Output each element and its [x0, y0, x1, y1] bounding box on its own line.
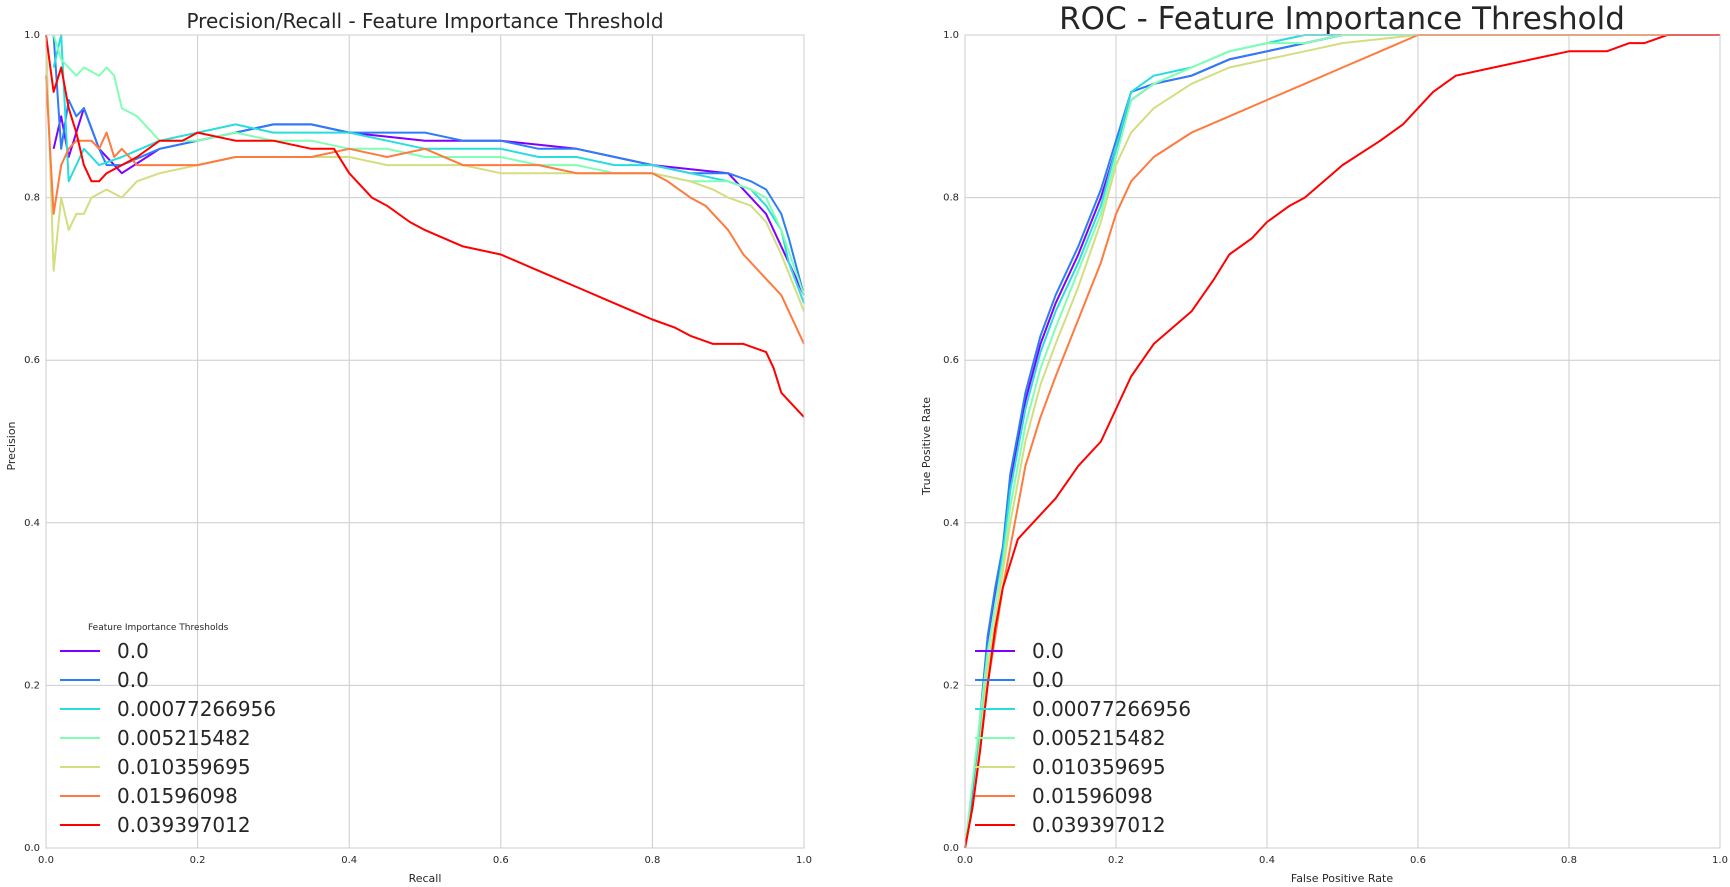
- roc-y-tick-label: 0.8: [943, 193, 959, 204]
- roc-legend-label-5: 0.01596098: [1032, 784, 1153, 808]
- pr-legend: Feature Importance Thresholds 0.0 0.0 0.00…: [60, 623, 276, 837]
- pr-y-tick-label: 0.2: [24, 680, 40, 691]
- pr-x-tick-label: 0.4: [341, 855, 357, 866]
- pr-legend-label-2: 0.00077266956: [117, 697, 276, 721]
- roc-x-tick-label: 0.6: [1410, 855, 1426, 866]
- pr-legend-label-1: 0.0: [117, 668, 149, 692]
- roc-series-line-4: [964, 34, 1720, 849]
- roc-series-line-3: [964, 34, 1720, 849]
- pr-x-tick-label: 0.0: [38, 855, 54, 866]
- roc-x-tick-label: 0.4: [1259, 855, 1275, 866]
- roc-x-tick-label: 0.0: [957, 855, 973, 866]
- roc-x-tick-label: 0.2: [1108, 855, 1124, 866]
- pr-x-tick-label: 0.8: [644, 855, 660, 866]
- pr-y-tick-label: 0.0: [24, 843, 40, 854]
- roc-x-axis-label: False Positive Rate: [1291, 872, 1393, 885]
- pr-legend-label-6: 0.039397012: [117, 813, 251, 837]
- roc-legend-label-2: 0.00077266956: [1032, 697, 1191, 721]
- pr-x-axis-label: Recall: [409, 872, 442, 885]
- pr-legend-label-5: 0.01596098: [117, 784, 238, 808]
- pr-series-line-4: [45, 34, 805, 312]
- pr-y-tick-label: 0.8: [24, 193, 40, 204]
- roc-legend-label-3: 0.005215482: [1032, 726, 1166, 750]
- roc-y-tick-label: 1.0: [943, 30, 959, 41]
- roc-y-tick-label: 0.4: [943, 518, 959, 529]
- pr-x-tick-label: 0.6: [493, 855, 509, 866]
- roc-series-line-1: [964, 34, 1720, 849]
- roc-legend-label-1: 0.0: [1032, 668, 1064, 692]
- pr-tick-labels: 0.0 0.2 0.4 0.6 0.8 1.0 0.0 0.2 0.4 0.6 0.8 1.0: [24, 30, 812, 866]
- pr-series-line-6: [45, 34, 805, 418]
- roc-y-tick-label: 0.2: [943, 680, 959, 691]
- pr-y-tick-label: 0.6: [24, 355, 40, 366]
- roc-y-axis-label: True Positive Rate: [920, 397, 933, 496]
- roc-tick-labels: 0.0 0.2 0.4 0.6 0.8 1.0 0.0 0.2 0.4 0.6 0.8 1.0: [943, 30, 1728, 866]
- pr-legend-label-4: 0.010359695: [117, 755, 251, 779]
- pr-series-line-1: [52, 34, 805, 296]
- roc-legend: 0.0 0.0 0.00077266956 0.005215482 0.01035969…: [975, 639, 1191, 837]
- roc-y-tick-label: 0.6: [943, 355, 959, 366]
- pr-plot-frame: [45, 34, 805, 849]
- pr-series-lines: [45, 34, 805, 418]
- pr-legend-label-0: 0.0: [117, 639, 149, 663]
- pr-legend-title: Feature Importance Thresholds: [88, 623, 229, 633]
- roc-legend-label-0: 0.0: [1032, 639, 1064, 663]
- roc-series-lines: [964, 34, 1720, 849]
- pr-legend-label-3: 0.005215482: [117, 726, 251, 750]
- pr-y-tick-label: 0.4: [24, 518, 40, 529]
- pr-title: Precision/Recall - Feature Importance Th…: [186, 9, 663, 33]
- pr-series-line-5: [45, 75, 805, 345]
- roc-plot-frame: [964, 34, 1721, 849]
- precision-recall-panel: Precision/Recall - Feature Importance Th…: [5, 9, 812, 885]
- pr-x-tick-label: 1.0: [796, 855, 812, 866]
- pr-series-line-0: [52, 107, 805, 296]
- roc-panel: ROC - Feature Importance Threshold 0.0 0.…: [920, 1, 1728, 885]
- roc-y-tick-label: 0.0: [943, 843, 959, 854]
- roc-legend-label-6: 0.039397012: [1032, 813, 1166, 837]
- roc-x-tick-label: 0.8: [1561, 855, 1577, 866]
- roc-title: ROC - Feature Importance Threshold: [1059, 1, 1625, 37]
- roc-x-tick-label: 1.0: [1712, 855, 1728, 866]
- roc-series-line-5: [964, 34, 1720, 849]
- roc-legend-label-4: 0.010359695: [1032, 755, 1166, 779]
- pr-y-axis-label: Precision: [5, 421, 18, 470]
- pr-x-tick-label: 0.2: [190, 855, 206, 866]
- roc-series-line-6: [964, 34, 1720, 849]
- pr-y-tick-label: 1.0: [24, 30, 40, 41]
